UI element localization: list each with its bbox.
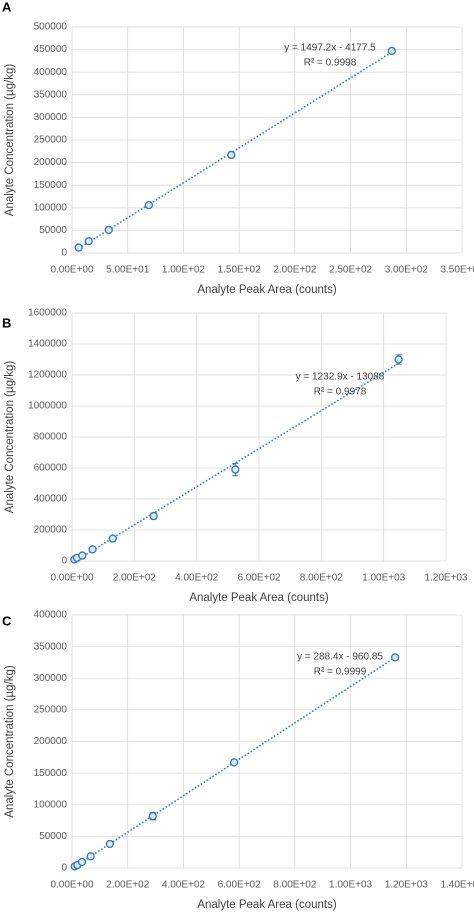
- x-tick-label: 8.00E+02: [300, 573, 344, 584]
- panel-label: C: [2, 613, 12, 628]
- data-point: [227, 150, 236, 160]
- data-point: [104, 225, 113, 235]
- x-tick-label: 6.00E+02: [237, 573, 281, 584]
- data-point: [74, 243, 83, 252]
- x-tick-label: 1.00E+02: [162, 265, 206, 276]
- y-axis-title: Analyte Concentration (µg/kg): [4, 361, 16, 514]
- x-tick-label: 0.00E+00: [50, 265, 94, 276]
- data-point: [88, 545, 97, 554]
- y-tick-label: 50000: [39, 831, 67, 842]
- y-tick-label: 200000: [34, 736, 68, 747]
- y-tick-label: 300000: [34, 112, 68, 123]
- data-point: [108, 534, 117, 543]
- y-tick-label: 800000: [34, 432, 68, 443]
- trendline: [74, 656, 396, 868]
- x-tick-label: 2.50E+02: [329, 265, 373, 276]
- data-point: [387, 46, 396, 56]
- x-tick-label: 1.20E+03: [385, 880, 429, 891]
- x-tick-label: 2.00E+02: [106, 880, 150, 891]
- x-tick-label: 5.00E+01: [106, 265, 150, 276]
- y-tick-label: 400000: [34, 494, 68, 505]
- data-point: [394, 355, 403, 364]
- x-axis-title: Analyte Peak Area (counts): [197, 899, 337, 911]
- data-point: [148, 811, 157, 821]
- y-tick-label: 1000000: [28, 401, 67, 412]
- y-tick-label: 150000: [34, 180, 68, 191]
- x-tick-label: 0.00E+00: [50, 880, 94, 891]
- data-point: [390, 653, 400, 662]
- y-axis-title: Analyte Concentration (µg/kg): [4, 665, 16, 818]
- x-tick-label: 1.50E+02: [218, 265, 262, 276]
- trend-equation: y = 288.4x - 960.85: [297, 652, 383, 663]
- y-tick-label: 100000: [34, 799, 68, 810]
- x-axis-title: Analyte Peak Area (counts): [189, 592, 329, 604]
- y-tick-label: 350000: [34, 641, 68, 652]
- x-tick-label: 1.00E+03: [362, 573, 406, 584]
- y-tick-label: 1400000: [28, 339, 67, 350]
- data-point: [229, 758, 239, 767]
- trend-equation: y = 1497.2x - 4177.5: [284, 43, 376, 54]
- x-tick-label: 4.00E+02: [175, 573, 219, 584]
- y-tick-label: 400000: [34, 67, 68, 78]
- y-tick-label: 200000: [34, 157, 68, 168]
- x-tick-label: 2.00E+02: [113, 573, 157, 584]
- x-axis-title: Analyte Peak Area (counts): [197, 284, 337, 296]
- y-tick-label: 250000: [34, 705, 68, 716]
- data-point: [231, 465, 240, 474]
- y-tick-label: 0: [61, 248, 67, 259]
- r-squared: R² = 0.9999: [314, 667, 367, 678]
- r-squared: R² = 0.9978: [314, 387, 367, 398]
- y-tick-label: 300000: [34, 673, 68, 684]
- x-tick-label: 1.20E+03: [424, 573, 468, 584]
- data-point: [149, 511, 158, 521]
- data-point: [86, 852, 95, 861]
- x-tick-label: 3.50E+02: [440, 265, 474, 276]
- x-tick-label: 0.00E+00: [50, 573, 94, 584]
- x-tick-label: 3.00E+02: [385, 265, 429, 276]
- data-point: [84, 237, 93, 246]
- x-tick-label: 4.00E+02: [162, 880, 206, 891]
- y-tick-label: 200000: [34, 525, 68, 536]
- y-tick-label: 150000: [34, 768, 68, 779]
- y-axis-title: Analyte Concentration (µg/kg): [4, 64, 16, 217]
- panel-label: B: [2, 315, 11, 330]
- trend-equation: y = 1232.9x - 13088: [296, 372, 385, 383]
- trendline: [74, 362, 400, 563]
- data-point: [144, 200, 154, 210]
- y-tick-label: 450000: [34, 44, 68, 55]
- y-tick-label: 0: [61, 556, 67, 567]
- r-squared: R² = 0.9998: [304, 58, 357, 69]
- x-tick-label: 1.40E+03: [440, 880, 474, 891]
- data-point: [105, 839, 115, 849]
- y-tick-label: 500000: [34, 22, 68, 33]
- y-tick-label: 600000: [34, 463, 68, 474]
- x-tick-label: 8.00E+02: [273, 880, 317, 891]
- y-tick-label: 250000: [34, 135, 68, 146]
- y-tick-label: 350000: [34, 89, 68, 100]
- trendline: [78, 51, 393, 250]
- y-tick-label: 0: [61, 863, 67, 874]
- y-tick-label: 1200000: [28, 370, 67, 381]
- y-tick-label: 100000: [34, 202, 68, 213]
- data-point: [77, 857, 87, 867]
- y-tick-label: 1600000: [28, 308, 67, 319]
- x-tick-label: 2.00E+02: [273, 265, 317, 276]
- y-tick-label: 400000: [34, 610, 68, 621]
- x-tick-label: 6.00E+02: [218, 880, 262, 891]
- x-tick-label: 1.00E+03: [329, 880, 373, 891]
- y-tick-label: 50000: [39, 225, 67, 236]
- panel-label: A: [2, 0, 12, 14]
- data-point: [78, 551, 87, 560]
